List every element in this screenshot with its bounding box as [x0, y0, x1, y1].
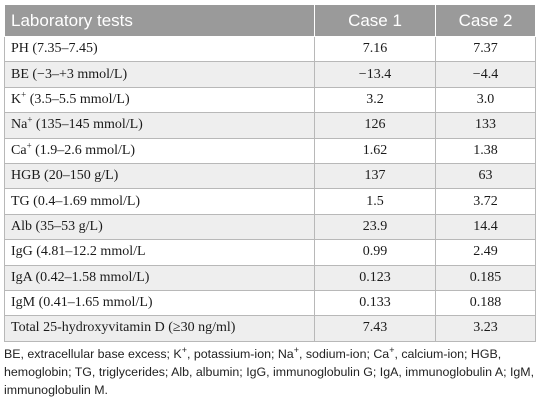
case-1-value: 1.5 — [314, 188, 436, 215]
table-row: BE (−3–+3 mmol/L) −13.4 −4.4 — [4, 61, 536, 88]
footnote-superscript: + — [389, 344, 395, 355]
test-prefix: Ca — [11, 142, 27, 158]
table-row: K+ (3.5–5.5 mmol/L) 3.2 3.0 — [4, 86, 536, 114]
table-row: IgG (4.81–12.2 mmol/L 0.99 2.49 — [4, 239, 536, 266]
header-row: Laboratory tests Case 1 Case 2 — [4, 4, 536, 37]
case-1-value: 137 — [314, 162, 436, 190]
case-1-value: 3.2 — [314, 86, 436, 114]
header-case-1: Case 1 — [314, 4, 436, 37]
test-name: IgM (0.41–1.65 mmol/L) — [4, 289, 315, 317]
header-laboratory-tests: Laboratory tests — [4, 4, 315, 37]
case-1-value: 1.62 — [314, 137, 436, 164]
case-2-value: 0.188 — [435, 289, 536, 317]
case-2-value: 2.49 — [435, 239, 536, 266]
case-1-value: 0.133 — [314, 289, 436, 317]
test-name: IgG (4.81–12.2 mmol/L — [4, 239, 315, 266]
footnote-part: , potassium-ion; Na — [186, 347, 294, 361]
case-1-value: 7.43 — [314, 315, 436, 342]
test-superscript: + — [27, 114, 33, 125]
table-row: PH (7.35–7.45) 7.16 7.37 — [4, 35, 536, 63]
footnote-superscript: + — [181, 344, 187, 355]
test-range: (3.5–5.5 mmol/L) — [26, 91, 130, 107]
table-footnote: BE, extracellular base excess; K+, potas… — [4, 345, 538, 399]
case-1-value: 0.123 — [314, 264, 436, 291]
case-2-value: 63 — [435, 162, 536, 190]
header-case-2: Case 2 — [435, 4, 536, 37]
test-superscript: + — [21, 89, 27, 100]
case-2-value: 14.4 — [435, 213, 536, 241]
test-range: (1.9–2.6 mmol/L) — [31, 142, 136, 158]
test-name: PH (7.35–7.45) — [4, 35, 315, 63]
table-row: HGB (20–150 g/L) 137 63 — [4, 162, 536, 190]
lab-results-table: Laboratory tests Case 1 Case 2 PH (7.35–… — [4, 4, 536, 342]
table-row: IgM (0.41–1.65 mmol/L) 0.133 0.188 — [4, 289, 536, 317]
table-row: IgA (0.42–1.58 mmol/L) 0.123 0.185 — [4, 264, 536, 291]
test-superscript: + — [26, 140, 32, 151]
table-row: Alb (35–53 g/L) 23.9 14.4 — [4, 213, 536, 241]
test-prefix: Na — [11, 117, 28, 133]
case-1-value: 23.9 — [314, 213, 436, 241]
case-1-value: 7.16 — [314, 35, 436, 63]
table-row: Total 25-hydroxyvitamin D (≥30 ng/ml) 7.… — [4, 315, 536, 342]
case-2-value: −4.4 — [435, 61, 536, 88]
table-row: Na+ (135–145 mmol/L) 126 133 — [4, 112, 536, 139]
footnote-part: , sodium-ion; Ca — [298, 347, 390, 361]
case-1-value: −13.4 — [314, 61, 436, 88]
case-2-value: 3.0 — [435, 86, 536, 114]
table-row: TG (0.4–1.69 mmol/L) 1.5 3.72 — [4, 188, 536, 215]
case-1-value: 0.99 — [314, 239, 436, 266]
case-2-value: 133 — [435, 112, 536, 139]
case-2-value: 3.72 — [435, 188, 536, 215]
case-1-value: 126 — [314, 112, 436, 139]
footnote-superscript: + — [293, 344, 299, 355]
test-range: (135–145 mmol/L) — [32, 117, 143, 133]
test-name: TG (0.4–1.69 mmol/L) — [4, 188, 315, 215]
test-name: Alb (35–53 g/L) — [4, 213, 315, 241]
test-name: Na+ (135–145 mmol/L) — [4, 112, 315, 139]
case-2-value: 1.38 — [435, 137, 536, 164]
case-2-value: 7.37 — [435, 35, 536, 63]
test-name: Ca+ (1.9–2.6 mmol/L) — [4, 137, 315, 164]
test-name: HGB (20–150 g/L) — [4, 162, 315, 190]
test-name: Total 25-hydroxyvitamin D (≥30 ng/ml) — [4, 315, 315, 342]
footnote-part: BE, extracellular base excess; K — [4, 347, 182, 361]
test-name: K+ (3.5–5.5 mmol/L) — [4, 86, 315, 114]
table-row: Ca+ (1.9–2.6 mmol/L) 1.62 1.38 — [4, 137, 536, 164]
test-name: BE (−3–+3 mmol/L) — [4, 61, 315, 88]
test-name: IgA (0.42–1.58 mmol/L) — [4, 264, 315, 291]
footnote-part: , calcium-ion; HGB, hemoglobin; TG, trig… — [4, 347, 535, 397]
case-2-value: 3.23 — [435, 315, 536, 342]
case-2-value: 0.185 — [435, 264, 536, 291]
test-prefix: K — [11, 91, 22, 107]
